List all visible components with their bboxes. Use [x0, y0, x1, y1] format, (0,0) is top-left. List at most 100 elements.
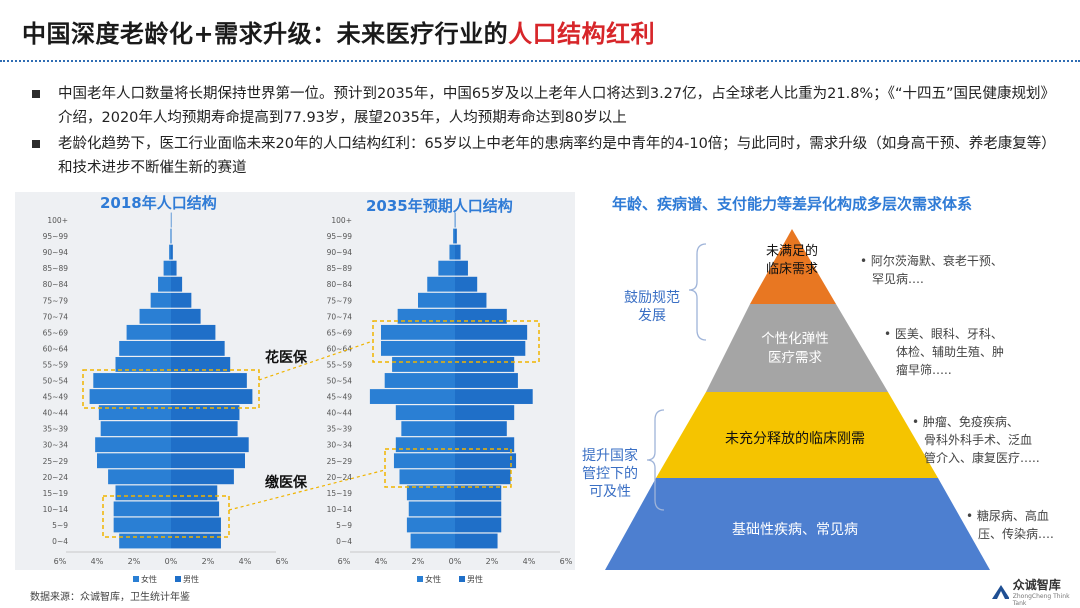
pyramid-2035-female-bar [427, 276, 455, 292]
pyramid-2035-female-bar [381, 340, 455, 356]
pyramid-2035-female-bar [401, 421, 455, 437]
title-divider [0, 60, 1080, 62]
pyramid-2018-male-bar [171, 340, 225, 356]
legend-male-label: 男性 [467, 574, 483, 584]
pyramid-2018-female-bar [119, 533, 171, 549]
pyramid-2018-x-tick: 4% [91, 557, 104, 566]
pyramid-2018-female-bar [150, 292, 171, 308]
pyramid-2018-female-bar [115, 357, 171, 372]
pyramid-2035-male-bar [455, 469, 511, 485]
pyramid-2035-female-bar [384, 373, 455, 388]
pyramid-2018-age-label: 70~74 [43, 312, 69, 321]
pyramid-2018-male-bar [171, 324, 216, 340]
pyramid-2035-age-label: 70~74 [327, 312, 353, 321]
legend-male-swatch [459, 576, 465, 582]
hierarchy-title: 年龄、疾病谱、支付能力等差异化构成多层次需求体系 [612, 195, 973, 213]
page-title: 中国深度老龄化+需求升级：未来医疗行业的人口结构红利 [22, 20, 656, 48]
pyramid-2035-female-bar [381, 324, 455, 340]
pyramid-2018-female-bar [108, 469, 171, 485]
pyramid-2018-age-label: 65~69 [43, 328, 69, 337]
pyramid-2018-female-bar [100, 421, 171, 437]
pyramid-2018-male-bar [171, 421, 238, 437]
pyramid-2018-x-tick: 0% [165, 557, 178, 566]
pyramid-2035-female-bar [399, 469, 455, 485]
title-highlight: 人口结构红利 [508, 20, 656, 48]
pyramid-2035-x-tick: 0% [449, 557, 462, 566]
pyramid-2035-title: 2035年预期人口结构 [366, 197, 513, 215]
pyramid-2018-female-bar [170, 228, 171, 244]
bullet-item-2: 老龄化趋势下，医工行业面临未来20年的人口结构红利：65岁以上中老年的患病率约是… [32, 132, 1062, 180]
pyramid-2035-female-bar [406, 485, 455, 501]
pyramid-2018-female-bar [98, 405, 171, 421]
pyramid-2035-female-bar [392, 357, 455, 372]
pyramid-2035-male-bar [455, 357, 515, 372]
pyramid-2018-male-bar [171, 469, 234, 485]
pyramid-2018-female-bar [115, 485, 171, 501]
pyramid-2018-age-label: 85~89 [43, 264, 69, 273]
pyramid-2018-male-bar [171, 228, 172, 244]
pyramid-2018-age-label: 0~4 [52, 537, 68, 546]
pyramid-2018-male-bar [171, 501, 220, 517]
pyramid-2018-age-label: 45~49 [43, 393, 69, 402]
legend-female-swatch [133, 576, 139, 582]
pyramid-2018-female-bar [126, 324, 171, 340]
jiaoyibao-box-2035 [384, 448, 512, 488]
pyramid-2035-male-bar [455, 389, 533, 404]
pyramid-2018-male-bar [171, 357, 231, 372]
pyramid-2035-female-bar [410, 533, 455, 549]
jiaoyibao-label: 缴医保 [265, 474, 308, 491]
pyramid-2018-age-label: 60~64 [43, 344, 69, 353]
pyramid-2035-age-label: 55~59 [327, 360, 353, 369]
logo-mark-icon [992, 584, 1009, 599]
pyramid-2018-female-bar [113, 501, 171, 517]
data-source: 数据来源：众诚智库，卫生统计年鉴 [30, 592, 190, 603]
pyramid-2035-age-label: 45~49 [327, 393, 353, 402]
pyramid-2035-male-bar [455, 340, 526, 356]
pyramid-2018-female-bar [113, 517, 171, 533]
pyramid-2035-female-bar [395, 405, 455, 421]
pyramid-2018-male-bar [171, 533, 221, 549]
pyramid-2035-female-bar [397, 308, 455, 324]
legend-male-swatch [175, 576, 181, 582]
pyramid-2018-age-label: 15~19 [43, 489, 69, 498]
pyramid-2018-age-label: 95~99 [43, 232, 69, 241]
pyramid-2018-age-label: 35~39 [43, 425, 69, 434]
pyramid-2035-x-tick: 4% [375, 557, 388, 566]
pyramid-2035-female-bar [395, 437, 455, 453]
pyramid-2035-female-bar [453, 228, 455, 244]
pyramid-2035-age-label: 25~29 [327, 457, 353, 466]
pyramid-2035-female-bar [449, 244, 455, 260]
pyramid-2018-female-bar [89, 389, 171, 404]
pyramid-2035-age-label: 90~94 [327, 248, 353, 257]
pyramid-2035-female-bar [369, 389, 455, 404]
pyramid-2018-male-bar [171, 405, 240, 421]
pyramid-2035-age-label: 85~89 [327, 264, 353, 273]
pyramid-2035-female-bar [408, 501, 455, 517]
pyramid-2035-male-bar [455, 228, 457, 244]
pyramid-2018-age-label: 90~94 [43, 248, 69, 257]
pyramid-2035-male-bar [455, 260, 468, 276]
pyramid-2035-age-label: 80~84 [327, 280, 353, 289]
pyramid-2018-age-label: 5~9 [52, 521, 68, 530]
jiaoyibao-connector [228, 469, 386, 511]
pyramid-2035-male-bar [455, 276, 478, 292]
pyramid-2035-male-bar [455, 485, 502, 501]
pyramid-2018-male-bar [171, 373, 247, 388]
pyramid-2018-male-bar [171, 308, 201, 324]
pyramid-2018-x-tick: 6% [54, 557, 67, 566]
pyramid-2035-male-bar [455, 373, 518, 388]
pyramid-2018-female-bar [93, 373, 171, 388]
pyramid-2018-male-bar [171, 292, 192, 308]
pyramid-2018-age-label: 50~54 [43, 377, 69, 386]
pyramid-2035-male-bar [455, 501, 502, 517]
pyramid-2018-female-bar [169, 244, 171, 260]
pyramid-2018-female-bar [158, 276, 171, 292]
pyramid-2035-x-tick: 6% [338, 557, 351, 566]
jiaoyibao-box-2018 [102, 495, 230, 538]
pyramid-2018-age-label: 100+ [47, 216, 68, 225]
pyramid-2035-age-label: 15~19 [327, 489, 353, 498]
bullet-item-1: 中国老年人口数量将长期保持世界第一位。预计到2035年，中国65岁及以上老年人口… [32, 82, 1062, 130]
pyramid-2035-age-label: 35~39 [327, 425, 353, 434]
pyramid-2035-female-bar [393, 453, 455, 469]
